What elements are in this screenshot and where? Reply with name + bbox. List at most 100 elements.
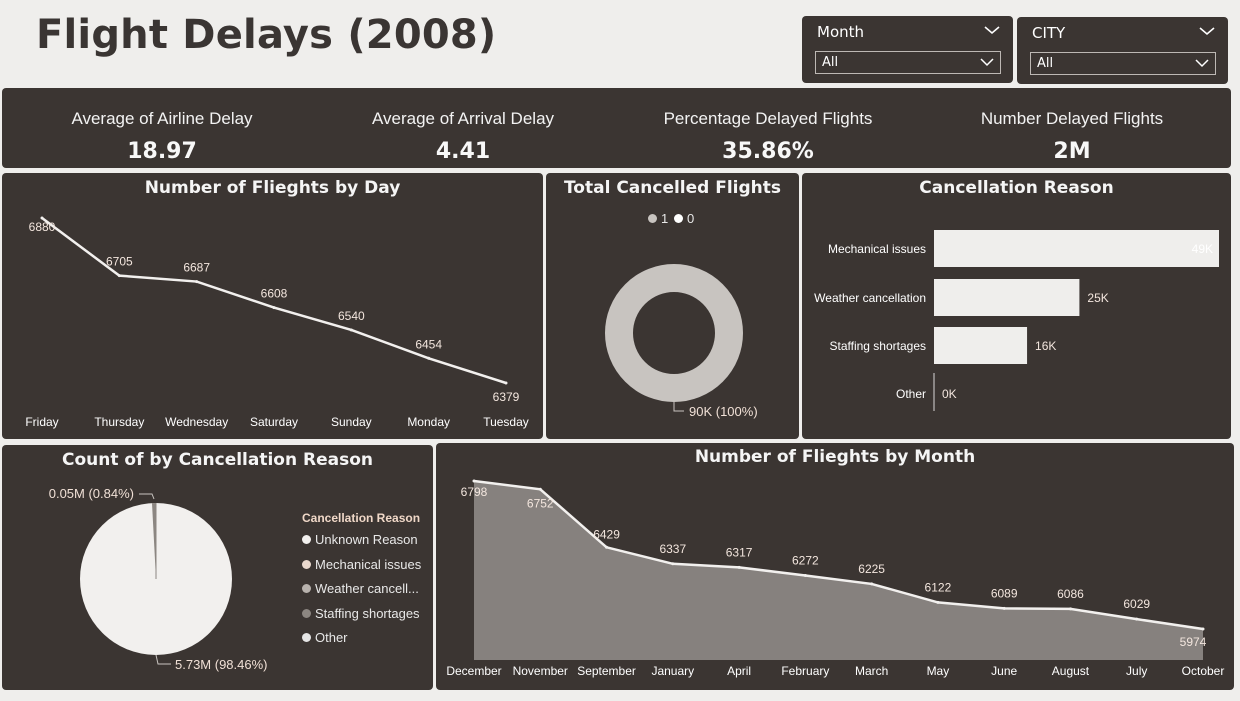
x-tick-label: July [1126, 664, 1147, 678]
data-label: 0K [942, 387, 957, 401]
x-tick-label: February [781, 664, 829, 678]
data-point [737, 565, 741, 569]
data-label: 16K [1035, 339, 1056, 353]
data-point [504, 381, 508, 385]
data-label: 6379 [493, 390, 520, 404]
x-tick-label: May [927, 664, 950, 678]
cancellation-reason-pie: 0.05M (0.84%) 5.73M (98.46%) [49, 486, 268, 672]
y-tick-label: Mechanical issues [828, 242, 926, 256]
chevron-down-icon[interactable] [983, 22, 1001, 38]
data-label: 49K [1192, 242, 1213, 256]
data-label: 6337 [659, 542, 686, 556]
city-slicer-label: CITY [1032, 24, 1066, 42]
legend-dot-icon [674, 214, 683, 223]
data-label: 25K [1087, 291, 1108, 305]
month-slicer[interactable]: Month All [802, 16, 1013, 83]
chevron-down-icon [1195, 59, 1209, 68]
x-tick-label: Tuesday [483, 415, 529, 429]
month-dropdown[interactable]: All [815, 51, 1001, 74]
legend-item-staffing-shortages[interactable]: Staffing shortages [302, 606, 420, 621]
x-tick-label: March [855, 664, 888, 678]
x-tick-label: Saturday [250, 415, 298, 429]
data-point [538, 487, 542, 491]
data-label: 6798 [461, 485, 488, 499]
legend-item-unknown-reason[interactable]: Unknown Reason [302, 532, 418, 547]
data-label: 6687 [183, 261, 210, 275]
bar [934, 327, 1028, 364]
kpi-value: 35.86% [722, 139, 814, 164]
chart-title: Cancellation Reason [919, 178, 1114, 198]
flights-by-month-chart: 6798 December 6752 November 6429 September 633… [446, 479, 1224, 678]
chart-title: Count of by Cancellation Reason [62, 450, 373, 470]
x-tick-label: September [577, 664, 636, 678]
data-label: 6122 [925, 580, 952, 594]
legend-dot-icon [302, 609, 311, 618]
legend-dot-icon [302, 633, 311, 642]
legend-dot-icon [302, 584, 311, 593]
legend-item-0[interactable]: 0 [674, 211, 694, 226]
cancellation-reason-panel: Cancellation Reason Mechanical issues 49K… [802, 173, 1231, 439]
leader-line [139, 493, 155, 500]
data-label: 90K (100%) [689, 404, 758, 419]
flights-by-day-panel: Number of Flieghts by Day 6880 Friday 6705… [2, 173, 543, 439]
data-point [40, 216, 44, 220]
bar [934, 230, 1219, 267]
city-slicer[interactable]: CITY All [1017, 17, 1228, 84]
legend-item-1[interactable]: 1 [648, 211, 668, 226]
data-label: 6608 [261, 287, 288, 301]
chevron-down-icon [980, 58, 994, 67]
legend-item-mechanical-issues[interactable]: Mechanical issues [302, 557, 421, 572]
data-point [870, 582, 874, 586]
series-line [473, 479, 1204, 631]
pie-slice [151, 503, 156, 579]
data-point [1201, 627, 1205, 631]
data-label: 6317 [726, 545, 753, 559]
leader-line [673, 402, 684, 412]
x-tick-label: November [513, 664, 568, 678]
legend-dot-icon [302, 560, 311, 569]
legend-dot-icon [648, 214, 657, 223]
y-tick-label: Weather cancellation [814, 291, 926, 305]
legend-item-weather-cancellation[interactable]: Weather cancell... [302, 581, 419, 596]
x-tick-label: August [1052, 664, 1090, 678]
chevron-down-icon[interactable] [1198, 23, 1216, 39]
kpi-value: 18.97 [127, 139, 197, 164]
donut-slice [605, 264, 743, 402]
data-label: 6272 [792, 553, 819, 567]
data-label: 5.73M (98.46%) [175, 657, 268, 672]
legend-dot-icon [302, 535, 311, 544]
legend-title: Cancellation Reason [302, 511, 421, 525]
kpi-label: Percentage Delayed Flights [663, 109, 873, 128]
bar [934, 279, 1080, 316]
area-fill [474, 481, 1203, 660]
data-label: 6752 [527, 496, 554, 510]
chart-title: Number of Flieghts by Day [144, 178, 401, 198]
chart-title: Number of Flieghts by Month [694, 447, 976, 467]
data-label: 6540 [338, 309, 365, 323]
data-point [605, 545, 609, 549]
data-label: 6029 [1123, 597, 1150, 611]
kpi-label: Number Delayed Flights [980, 109, 1164, 128]
x-tick-label: January [651, 664, 694, 678]
kpi-value: 2M [1053, 139, 1091, 164]
data-point [272, 306, 276, 310]
page-title: Flight Delays (2008) [36, 12, 497, 58]
data-point [472, 479, 476, 483]
data-point [349, 328, 353, 332]
data-label: 6225 [858, 562, 885, 576]
data-point [803, 573, 807, 577]
cancellation-pie-panel: Count of by Cancellation Reason 0.05M (0… [2, 445, 433, 690]
data-label: 6086 [1057, 587, 1084, 601]
month-slicer-label: Month [817, 23, 865, 41]
data-label: 5974 [1180, 635, 1207, 649]
legend-item-other[interactable]: Other [302, 630, 348, 645]
cancellation-reason-bar-chart: Mechanical issues 49K Weather cancellation… [814, 230, 1219, 411]
city-dropdown[interactable]: All [1030, 52, 1216, 75]
data-point [117, 274, 121, 278]
leader-line [155, 654, 171, 665]
data-point [1068, 607, 1072, 611]
data-label: 6454 [415, 337, 442, 351]
kpi-arrival-delay: Average of Arrival Delay 4.41 [323, 109, 603, 164]
month-dropdown-value: All [822, 55, 839, 70]
kpi-percent-delayed: Percentage Delayed Flights 35.86% [628, 109, 908, 164]
